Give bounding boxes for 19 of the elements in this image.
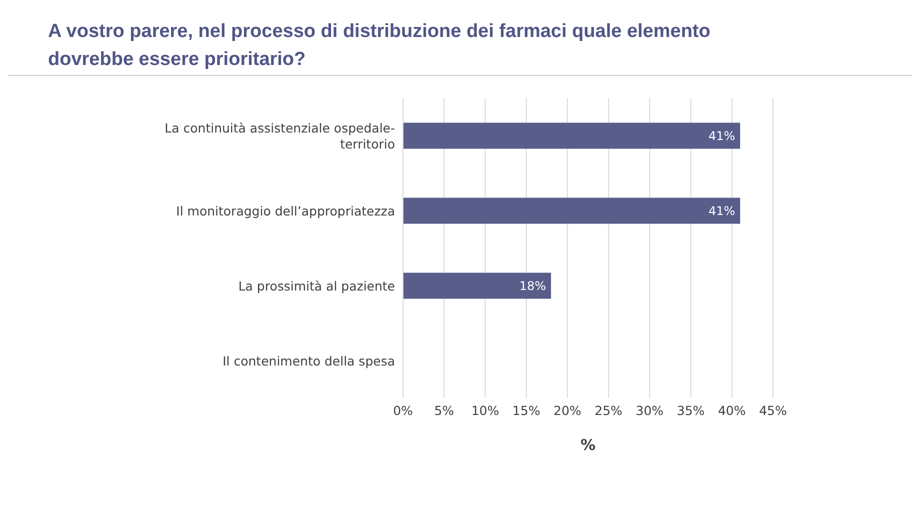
y-tick-label: La continuità assistenziale ospedale-territorio xyxy=(164,120,395,151)
x-tick-label: 15% xyxy=(512,402,540,418)
x-axis-title: % xyxy=(580,436,596,454)
x-tick-label: 45% xyxy=(759,402,788,418)
data-label: 18% xyxy=(519,279,546,294)
y-tick-label: Il monitoraggio dell’appropriatezza xyxy=(176,203,395,218)
data-label: 41% xyxy=(708,129,736,144)
x-tick-label: 35% xyxy=(676,402,705,418)
x-tick-label: 0% xyxy=(393,402,414,418)
y-tick-label: La prossimità al paziente xyxy=(238,278,396,293)
x-tick-label: 5% xyxy=(434,402,454,418)
data-label: 41% xyxy=(708,204,736,218)
x-tick-label: 40% xyxy=(718,402,746,418)
y-tick-label: Il contenimento della spesa xyxy=(222,353,395,368)
x-tick-label: 25% xyxy=(594,402,623,418)
x-tick-label: 10% xyxy=(471,402,500,418)
x-tick-label: 30% xyxy=(636,402,664,418)
x-tick-label: 20% xyxy=(554,402,582,418)
chart-title: A vostro parere, nel processo di distribuzione dei farmaci quale elemento dovrebbe essere prioritario? xyxy=(48,20,712,72)
